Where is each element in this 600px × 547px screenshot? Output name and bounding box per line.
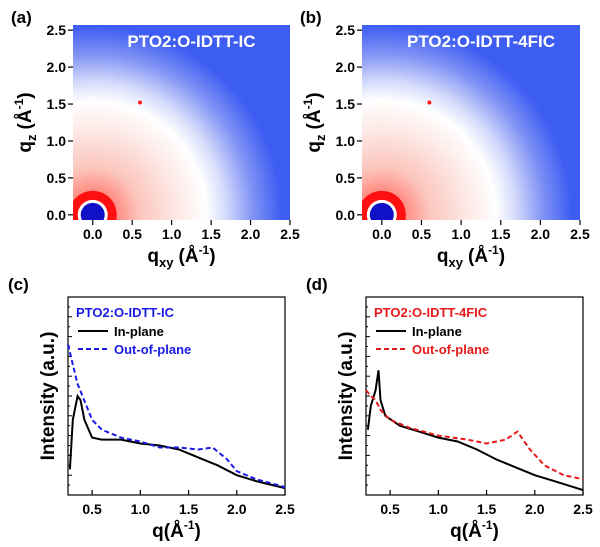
- y-tick-label: 1.5: [47, 96, 67, 112]
- x-tick-label: 1.5: [201, 226, 221, 242]
- spot: [138, 101, 142, 105]
- label-sub: z: [313, 134, 328, 141]
- panel-label: (a): [11, 8, 32, 27]
- y-tick-label: 1.5: [336, 96, 356, 112]
- x-tick-label: 2.5: [275, 501, 295, 517]
- x-tick-label: 0.5: [412, 226, 432, 242]
- label-sup: -1: [301, 98, 315, 109]
- label-unit: (Å: [15, 109, 36, 129]
- label-sub: xy: [159, 255, 174, 270]
- y-axis-label: Intensity (a.u.): [336, 332, 357, 461]
- label-sub: z: [24, 134, 39, 141]
- panel-label: (c): [8, 275, 29, 294]
- y-tick-label: 0.5: [336, 170, 356, 186]
- series-line: [70, 396, 285, 488]
- label-close: ): [304, 92, 325, 98]
- panel-label: (d): [306, 275, 328, 294]
- label-main: q: [147, 246, 159, 267]
- figure: (a)PTO2:O-IDTT-IC0.00.51.01.52.02.5qz(Å-…: [0, 0, 600, 547]
- label-main: q: [437, 246, 449, 267]
- label-main: q: [450, 521, 462, 542]
- series-line: [368, 370, 583, 490]
- label-close: ): [493, 521, 499, 542]
- series-line: [366, 390, 583, 479]
- x-tick-label: 2.0: [531, 226, 551, 242]
- y-tick-label: 2.5: [336, 22, 356, 38]
- y-tick-label: 1.0: [47, 133, 67, 149]
- x-axis-label: qxy (Å-1): [147, 243, 215, 270]
- y-tick-label: 2.0: [336, 59, 356, 75]
- x-tick-label: 1.5: [179, 501, 199, 517]
- x-tick-label: 1.5: [477, 501, 497, 517]
- label-sup: -1: [482, 518, 493, 532]
- image-title: PTO2:O-IDTT-IC: [127, 32, 255, 51]
- x-axis-label: q(Å-1): [152, 518, 201, 542]
- y-axis-label: qz (Å-1): [301, 92, 328, 152]
- y-tick-label: 2.5: [47, 22, 67, 38]
- x-tick-label: 1.0: [429, 501, 449, 517]
- legend-label: In-plane: [114, 324, 164, 339]
- x-tick-label: 1.0: [131, 501, 151, 517]
- series-line: [68, 345, 285, 488]
- label-sup: -1: [488, 243, 499, 257]
- x-tick-label: 0.5: [380, 501, 400, 517]
- legend-title: PTO2:O-IDTT-IC: [76, 305, 175, 320]
- label-sup: -1: [184, 518, 195, 532]
- legend-label: Out-of-plane: [114, 342, 191, 357]
- label-sup: -1: [199, 243, 210, 257]
- label-main: q: [152, 521, 164, 542]
- y-tick-label: 2.0: [47, 59, 67, 75]
- legend-label: In-plane: [412, 324, 462, 339]
- panel: (d) In-plane Out-of-plane PTO2:O-IDTT-4FIC I…: [306, 275, 593, 542]
- label-main: q: [15, 141, 36, 153]
- label-unit: (Å: [468, 246, 488, 267]
- x-tick-label: 2.5: [280, 226, 300, 242]
- x-axis-label: q(Å-1): [450, 518, 499, 542]
- panel: (c) In-plane Out-of-plane PTO2:O-IDTT-IC Int…: [8, 275, 295, 542]
- panel-label: (b): [300, 8, 322, 27]
- y-tick-label: 0.0: [336, 207, 356, 223]
- y-tick-label: 0.0: [47, 207, 67, 223]
- label-unit: (Å: [304, 109, 325, 129]
- label-close: ): [209, 246, 215, 267]
- x-axis-label: qxy (Å-1): [437, 243, 505, 270]
- y-tick-label: 0.5: [47, 170, 67, 186]
- y-axis-label: Intensity (a.u.): [38, 332, 59, 461]
- x-tick-label: 0.0: [372, 226, 392, 242]
- x-tick-label: 1.0: [451, 226, 471, 242]
- x-tick-label: 2.0: [525, 501, 545, 517]
- y-tick-label: 1.0: [336, 133, 356, 149]
- plot-frame: [68, 297, 285, 495]
- label-unit: (Å: [462, 521, 482, 542]
- x-tick-label: 0.5: [82, 501, 102, 517]
- label-sup: -1: [12, 98, 26, 109]
- legend-label: Out-of-plane: [412, 342, 489, 357]
- x-tick-label: 0.5: [122, 226, 142, 242]
- x-tick-label: 0.0: [83, 226, 103, 242]
- label-unit: (Å: [179, 246, 199, 267]
- label-close: ): [15, 92, 36, 98]
- spot: [427, 101, 431, 105]
- image-title: PTO2:O-IDTT-4FIC: [407, 32, 555, 51]
- y-axis-label: qz (Å-1): [12, 92, 39, 152]
- x-tick-label: 2.5: [570, 226, 590, 242]
- plot-frame: [366, 297, 583, 495]
- x-tick-label: 2.0: [241, 226, 261, 242]
- x-tick-label: 2.0: [227, 501, 247, 517]
- x-tick-label: 2.5: [573, 501, 593, 517]
- label-main: q: [304, 141, 325, 153]
- label-sub: xy: [449, 255, 464, 270]
- label-close: ): [499, 246, 505, 267]
- label-unit: (Å: [164, 521, 184, 542]
- label-close: ): [195, 521, 201, 542]
- x-tick-label: 1.0: [162, 226, 182, 242]
- legend-title: PTO2:O-IDTT-4FIC: [374, 305, 488, 320]
- x-tick-label: 1.5: [491, 226, 511, 242]
